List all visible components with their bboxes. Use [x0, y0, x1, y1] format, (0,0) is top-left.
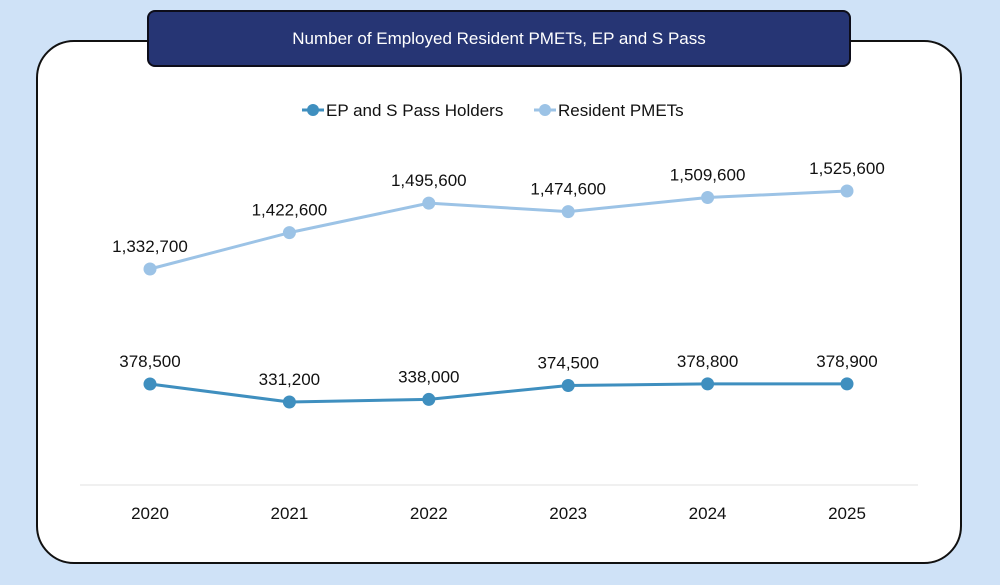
data-point-s0-1: [282, 395, 296, 409]
data-label-s0-3: 374,500: [537, 354, 598, 373]
chart-card: [36, 40, 962, 564]
data-point-s1-5: [840, 184, 854, 198]
data-point-s1-3: [561, 205, 575, 219]
data-label-s1-1: 1,422,600: [252, 201, 328, 220]
data-point-s1-1: [282, 226, 296, 240]
data-labels: 378,500 331,200 338,000 374,500 378,800 378,9…: [112, 159, 885, 389]
x-tick-2022: 2022: [410, 504, 448, 523]
data-label-s1-4: 1,509,600: [670, 165, 746, 184]
data-label-s1-3: 1,474,600: [530, 180, 606, 199]
data-label-s1-0: 1,332,700: [112, 237, 188, 256]
x-tick-2020: 2020: [131, 504, 169, 523]
x-tick-2023: 2023: [549, 504, 587, 523]
data-point-s0-4: [701, 377, 715, 391]
data-label-s0-1: 331,200: [259, 370, 320, 389]
data-label-s0-4: 378,800: [677, 352, 738, 371]
series-line-0: [149, 382, 848, 404]
legend: EP and S Pass Holders Resident PMETs: [302, 101, 684, 120]
legend-label-1: Resident PMETs: [558, 101, 684, 120]
data-label-s0-5: 378,900: [816, 352, 877, 371]
data-label-s0-2: 338,000: [398, 367, 459, 386]
x-tick-labels: 2020 2021 2022 2023 2024 2025: [131, 504, 866, 523]
legend-marker-1: [539, 104, 551, 116]
x-tick-2025: 2025: [828, 504, 866, 523]
data-label-s1-5: 1,525,600: [809, 159, 885, 178]
data-point-s0-5: [840, 377, 854, 391]
legend-marker-0: [307, 104, 319, 116]
legend-label-0: EP and S Pass Holders: [326, 101, 503, 120]
data-point-s0-0: [143, 377, 157, 391]
data-point-s0-3: [561, 379, 575, 393]
series-lines: [149, 189, 848, 404]
series-points: [143, 184, 854, 409]
data-point-s1-2: [422, 196, 436, 210]
x-tick-2021: 2021: [270, 504, 308, 523]
data-label-s0-0: 378,500: [119, 352, 180, 371]
series-line-1: [149, 189, 848, 271]
data-point-s0-2: [422, 392, 436, 406]
data-point-s1-0: [143, 262, 157, 276]
data-label-s1-2: 1,495,600: [391, 171, 467, 190]
chart-title: Number of Employed Resident PMETs, EP an…: [147, 10, 851, 67]
data-point-s1-4: [701, 190, 715, 204]
x-tick-2024: 2024: [689, 504, 727, 523]
